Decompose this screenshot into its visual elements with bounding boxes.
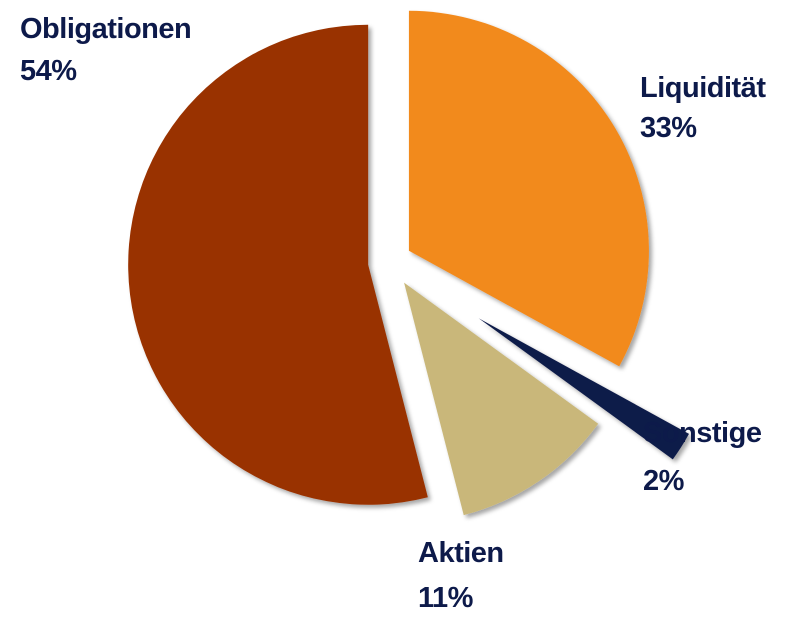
slice-label: Aktien	[418, 537, 504, 569]
slice-value-label: 11%	[418, 582, 474, 614]
slice-value-label: 2%	[643, 465, 685, 497]
slice-label: Sonstige	[643, 417, 762, 449]
labels: Liquidität 33% Sonstige 2% Aktien 11% Obligati…	[20, 13, 767, 614]
slice-label: Liquidität	[640, 72, 766, 104]
slice-value-label: 54%	[20, 55, 77, 87]
pie-slice	[408, 10, 649, 367]
pie	[128, 10, 689, 516]
pie-slice	[404, 282, 599, 516]
pie-slice	[128, 24, 428, 505]
pie-slice	[478, 318, 689, 460]
slice-value-label: 33%	[640, 112, 697, 144]
slice-label: Obligationen	[20, 13, 191, 45]
